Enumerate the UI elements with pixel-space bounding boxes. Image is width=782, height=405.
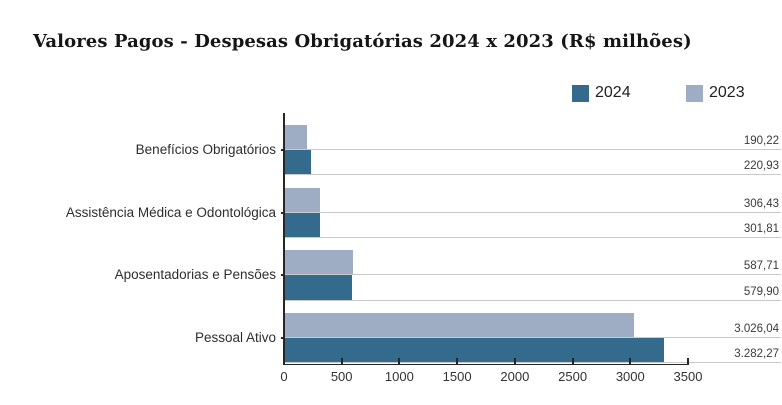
- x-axis-tick: [513, 357, 516, 365]
- bar-2023-aposentadorias-e-pensoes: [285, 250, 353, 276]
- value-leader-line: [284, 362, 781, 364]
- legend-swatch-2024: [572, 84, 589, 102]
- x-axis-tick: [571, 357, 574, 365]
- x-axis-tick: [398, 357, 401, 365]
- x-axis-tick: [283, 357, 285, 365]
- bar-2023-pessoal-ativo: [285, 313, 635, 339]
- bar-2024-beneficios-obrigatorios: [285, 150, 311, 176]
- category-label-aposentadorias-e-pensoes: Aposentadorias e Pensões: [114, 267, 276, 283]
- legend-swatch-2023: [686, 84, 703, 102]
- bar-2024-assistencia-medica-e-odontologica: [285, 212, 320, 238]
- category-label-assistencia-medica-e-odontologica: Assistência Médica e Odontológica: [65, 204, 276, 220]
- x-tick-label-3500: 3500: [673, 369, 703, 384]
- x-tick-label-1500: 1500: [442, 369, 472, 384]
- value-label-2024-assistencia-medica-e-odontologica: 301,81: [743, 222, 779, 235]
- x-tick-label-3000: 3000: [615, 369, 645, 384]
- value-label-2023-beneficios-obrigatorios: 190,22: [743, 135, 779, 147]
- legend-item-2024: 2024: [572, 84, 631, 102]
- bar-2023-beneficios-obrigatorios: [285, 124, 307, 150]
- value-leader-line: [284, 274, 781, 276]
- x-tick-label-1000: 1000: [384, 369, 414, 384]
- bar-2023-assistencia-medica-e-odontologica: [285, 187, 321, 213]
- x-tick-label-2000: 2000: [500, 369, 530, 384]
- y-axis-line: [283, 113, 285, 365]
- category-label-beneficios-obrigatorios: Benefícios Obrigatórios: [135, 142, 276, 157]
- x-tick-label-500: 500: [330, 369, 353, 384]
- value-label-2023-assistencia-medica-e-odontologica: 306,43: [743, 197, 779, 210]
- value-leader-line: [284, 211, 781, 213]
- x-axis-tick: [340, 357, 343, 365]
- value-leader-line: [284, 299, 781, 301]
- x-axis-line: [283, 363, 689, 366]
- x-tick-label-0: 0: [280, 369, 288, 384]
- legend-label-2024: 2024: [595, 84, 631, 101]
- x-axis-tick: [687, 357, 689, 365]
- chart-title: Valores Pagos - Despesas Obrigatórias 20…: [33, 31, 692, 52]
- legend-label-2023: 2023: [709, 84, 745, 101]
- value-label-2024-pessoal-ativo: 3.282,27: [734, 348, 779, 361]
- value-label-2024-aposentadorias-e-pensoes: 579,90: [743, 285, 779, 298]
- x-axis-tick: [456, 357, 459, 365]
- value-label-2023-aposentadorias-e-pensoes: 587,71: [743, 260, 779, 273]
- value-leader-line: [284, 149, 781, 150]
- value-label-2023-pessoal-ativo: 3.026,04: [734, 323, 779, 336]
- value-leader-line: [284, 337, 781, 339]
- x-tick-label-2500: 2500: [558, 369, 588, 384]
- value-leader-line: [284, 174, 781, 176]
- x-axis-tick: [629, 357, 632, 365]
- bar-2024-aposentadorias-e-pensoes: [285, 275, 352, 301]
- value-label-2024-beneficios-obrigatorios: 220,93: [743, 160, 779, 173]
- bar-2024-pessoal-ativo: [285, 338, 664, 364]
- value-leader-line: [284, 236, 781, 238]
- category-label-pessoal-ativo: Pessoal Ativo: [194, 330, 276, 346]
- legend-item-2023: 2023: [686, 84, 745, 102]
